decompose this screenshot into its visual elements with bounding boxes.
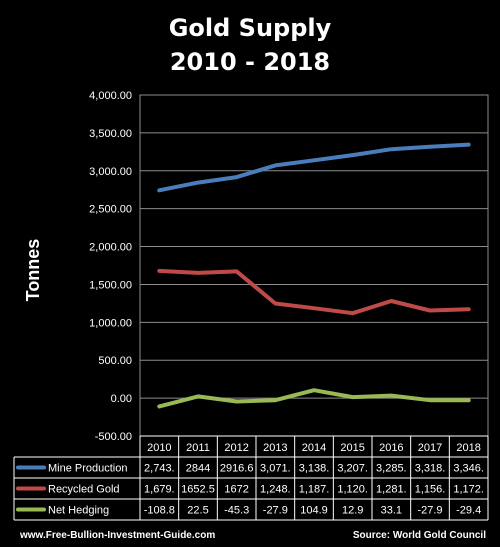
y-tick-label: 3,000.00	[89, 166, 132, 178]
data-label: 1,281.	[376, 484, 407, 496]
series-line-3	[157, 388, 471, 409]
data-label: 1,172.	[453, 484, 484, 496]
y-tick-label: 4,000.00	[89, 90, 132, 102]
plot-area	[139, 94, 489, 437]
data-label: 3,138.	[299, 463, 330, 475]
data-label: 2844	[186, 463, 210, 475]
x-tick-label: 2011	[186, 442, 210, 454]
data-label: 1,156.	[415, 484, 446, 496]
data-label: -29.4	[456, 505, 481, 517]
x-tick-label: 2018	[456, 442, 480, 454]
data-label: 104.9	[300, 505, 328, 517]
data-label: 3,207.	[337, 463, 368, 475]
data-label: -108.8	[144, 505, 175, 517]
data-label: 3,318.	[415, 463, 446, 475]
data-label: 1,187.	[299, 484, 330, 496]
y-tick-label: 3,500.00	[89, 128, 132, 140]
data-label: 3,071.	[260, 463, 291, 475]
legend-label-3: Net Hedging	[48, 505, 109, 517]
data-label: 3,346.	[453, 463, 484, 475]
data-label: 2916.6	[220, 463, 254, 475]
series-line-1	[157, 142, 471, 193]
data-label: 2,743.	[144, 463, 175, 475]
legend-label-2: Recycled Gold	[48, 484, 120, 496]
y-tick-label: 1,500.00	[89, 279, 132, 291]
series-line-2	[157, 268, 471, 316]
data-label: 22.5	[187, 505, 208, 517]
footer-website: www.Free-Bullion-Investment-Guide.com	[20, 530, 216, 541]
data-label: 1,248.	[260, 484, 291, 496]
x-tick-label: 2012	[224, 442, 248, 454]
data-label: 3,285.	[376, 463, 407, 475]
y-tick-label: 1,000.00	[89, 317, 132, 329]
y-tick-label: 500.00	[98, 355, 132, 367]
data-label: 1672	[224, 484, 248, 496]
chart-title: Gold Supply	[168, 14, 332, 42]
data-label: 1652.5	[181, 484, 215, 496]
data-label: -27.9	[417, 505, 442, 517]
y-tick-label: 2,500.00	[89, 204, 132, 216]
y-tick-label: 0.00	[111, 393, 132, 405]
legend-label-1: Mine Production	[48, 463, 128, 475]
data-label: 33.1	[381, 505, 402, 517]
x-tick-label: 2014	[302, 442, 326, 454]
x-tick-label: 2017	[418, 442, 442, 454]
y-tick-label: -500.00	[95, 431, 132, 443]
y-tick-label: 2,000.00	[89, 242, 132, 254]
data-label: 12.9	[342, 505, 363, 517]
data-label: -45.3	[224, 505, 249, 517]
x-tick-label: 2013	[263, 442, 287, 454]
x-tick-label: 2016	[379, 442, 403, 454]
x-tick-label: 2010	[147, 442, 171, 454]
data-label: -27.9	[263, 505, 288, 517]
data-label: 1,120.	[337, 484, 368, 496]
footer-source: Source: World Gold Council	[352, 530, 486, 541]
data-label: 1,679.	[144, 484, 175, 496]
x-tick-label: 2015	[340, 442, 364, 454]
chart-subtitle: 2010 - 2018	[169, 48, 331, 76]
